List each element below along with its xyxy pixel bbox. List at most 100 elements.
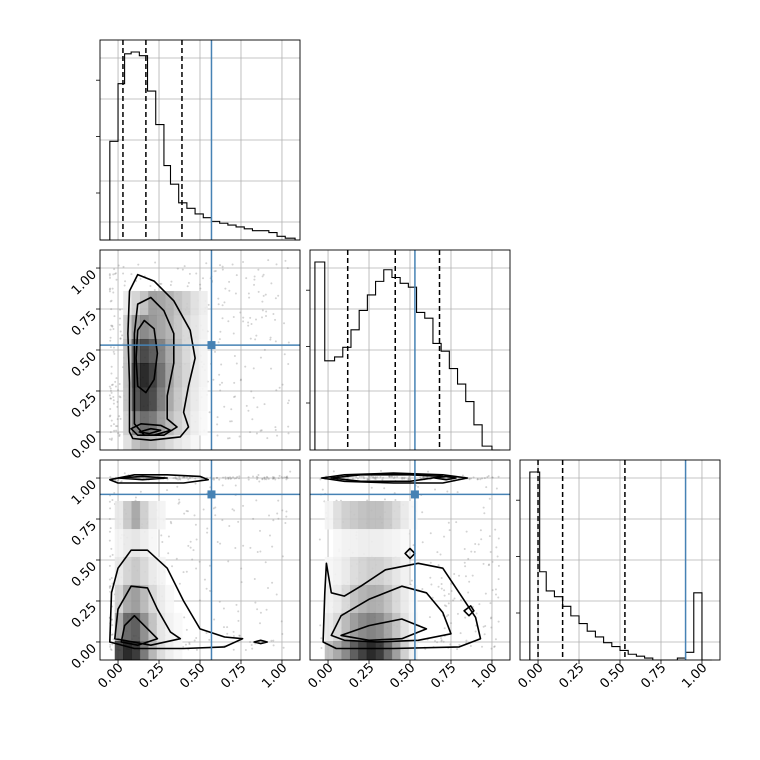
density-cell bbox=[324, 584, 334, 614]
scatter-point bbox=[112, 346, 115, 349]
scatter-point bbox=[394, 498, 397, 501]
panel-frame bbox=[309, 249, 511, 451]
density-cell bbox=[358, 500, 368, 530]
scatter-point bbox=[401, 477, 404, 480]
scatter-point bbox=[468, 478, 471, 481]
scatter-point bbox=[227, 437, 230, 440]
scatter-point bbox=[392, 477, 395, 480]
truth-marker bbox=[207, 490, 216, 499]
scatter-point bbox=[109, 643, 112, 646]
density-cell bbox=[181, 314, 191, 340]
scatter-point bbox=[281, 555, 284, 558]
scatter-point bbox=[238, 435, 241, 438]
density-cell bbox=[156, 410, 166, 436]
scatter-point bbox=[252, 475, 255, 478]
scatter-point bbox=[485, 486, 488, 489]
scatter-point bbox=[281, 477, 284, 480]
scatter-point bbox=[465, 639, 468, 642]
scatter-point bbox=[319, 624, 322, 627]
scatter-point bbox=[134, 496, 137, 499]
density-cell bbox=[165, 338, 175, 364]
density-cell bbox=[165, 290, 175, 316]
scatter-point bbox=[480, 538, 483, 541]
density-cell bbox=[383, 584, 393, 614]
scatter-point bbox=[446, 490, 449, 493]
scatter-point bbox=[203, 578, 206, 581]
scatter-point bbox=[109, 287, 112, 290]
scatter-point bbox=[217, 341, 220, 344]
scatter-point bbox=[219, 264, 222, 267]
scatter-point bbox=[488, 497, 491, 500]
density-cell bbox=[383, 556, 393, 586]
scatter-point bbox=[255, 475, 258, 478]
scatter-point bbox=[247, 409, 250, 412]
scatter-point bbox=[366, 499, 369, 502]
scatter-point bbox=[238, 634, 241, 637]
scatter-point bbox=[112, 395, 115, 398]
scatter-point bbox=[478, 603, 481, 606]
scatter-point bbox=[116, 400, 119, 403]
scatter-point bbox=[231, 263, 234, 266]
density-cell bbox=[333, 640, 343, 660]
scatter-point bbox=[112, 423, 115, 426]
density-cell bbox=[165, 584, 175, 614]
scatter-point bbox=[275, 389, 278, 392]
density-cell bbox=[148, 500, 158, 530]
density-cell bbox=[173, 434, 183, 450]
scatter-point bbox=[113, 315, 116, 318]
scatter-point bbox=[115, 278, 118, 281]
scatter-point bbox=[233, 509, 236, 512]
scatter-point bbox=[187, 544, 190, 547]
scatter-point bbox=[115, 377, 118, 380]
scatter-point bbox=[109, 387, 112, 390]
scatter-point bbox=[222, 476, 225, 479]
scatter-point bbox=[170, 280, 173, 283]
scatter-point bbox=[120, 480, 123, 483]
scatter-point bbox=[185, 570, 188, 573]
density-cell bbox=[139, 500, 149, 530]
scatter-point bbox=[232, 630, 235, 633]
scatter-point bbox=[239, 311, 242, 314]
scatter-point bbox=[265, 478, 268, 481]
density-cell bbox=[198, 314, 208, 340]
scatter-point bbox=[268, 534, 271, 537]
scatter-point bbox=[269, 338, 272, 341]
scatter-point bbox=[276, 512, 279, 515]
density-cell bbox=[123, 434, 133, 450]
scatter-point bbox=[374, 476, 377, 479]
density-cell bbox=[139, 338, 149, 364]
scatter-point bbox=[249, 316, 252, 319]
scatter-point bbox=[221, 265, 224, 268]
scatter-point bbox=[110, 437, 113, 440]
density-cell bbox=[349, 500, 359, 530]
scatter-point bbox=[118, 395, 121, 398]
scatter-point bbox=[258, 622, 261, 625]
scatter-point bbox=[205, 262, 208, 265]
x-tick-label: 0.00 bbox=[95, 661, 126, 692]
x-tick-label: 0.50 bbox=[597, 661, 628, 692]
density-cell bbox=[156, 584, 166, 614]
scatter-point bbox=[183, 265, 186, 268]
scatter-point bbox=[110, 547, 113, 550]
density-cell bbox=[139, 640, 149, 660]
contour-line bbox=[109, 474, 209, 484]
scatter-point bbox=[439, 553, 442, 556]
density-cell bbox=[165, 386, 175, 412]
scatter-point bbox=[113, 352, 116, 355]
scatter-point bbox=[470, 477, 473, 480]
scatter-point bbox=[118, 415, 121, 418]
density-cell bbox=[190, 410, 200, 436]
scatter-point bbox=[263, 476, 266, 479]
scatter-point bbox=[167, 535, 170, 538]
scatter-point bbox=[194, 523, 197, 526]
scatter-point bbox=[228, 437, 231, 440]
scatter-point bbox=[274, 426, 277, 429]
scatter-point bbox=[287, 399, 290, 402]
scatter-point bbox=[216, 434, 219, 437]
scatter-point bbox=[497, 537, 500, 540]
scatter-point bbox=[188, 643, 191, 646]
scatter-point bbox=[256, 478, 259, 481]
scatter-point bbox=[201, 277, 204, 280]
scatter-point bbox=[228, 524, 231, 527]
scatter-point bbox=[113, 268, 116, 271]
